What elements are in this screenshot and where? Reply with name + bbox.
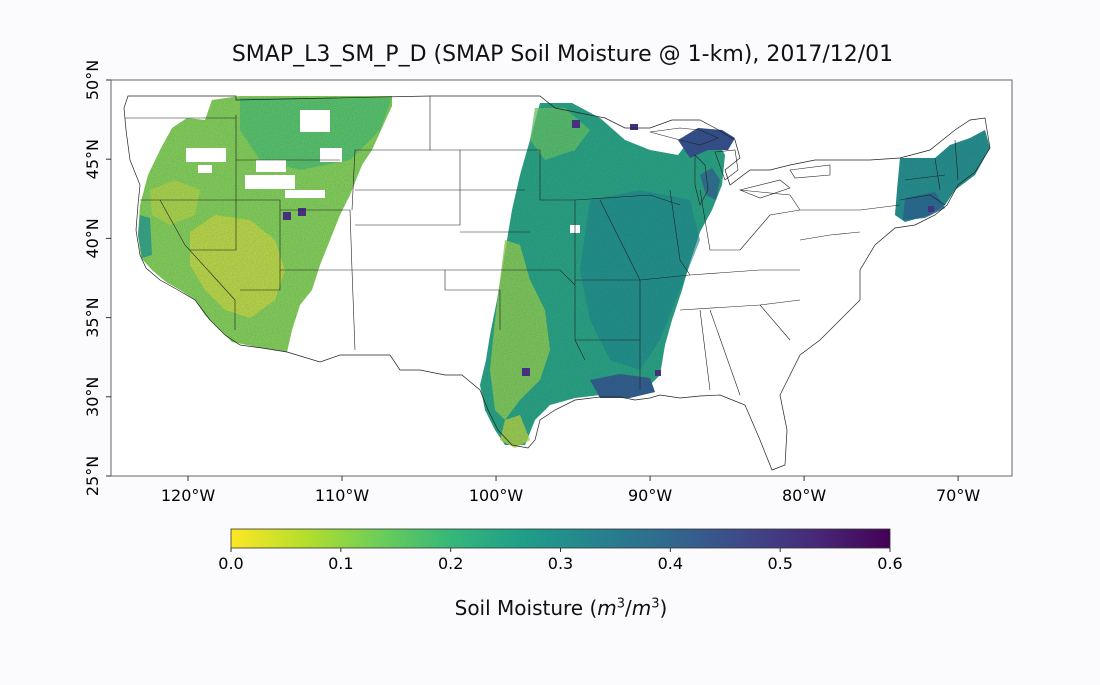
great-lakes: [649, 127, 831, 206]
x-tick-label: 90°W: [628, 486, 672, 505]
wet-patches: [283, 120, 934, 376]
unit-numerator: m: [597, 596, 617, 620]
y-tick-label: 25°N: [83, 456, 102, 496]
state-borders: [125, 96, 959, 396]
y-tick-label: 35°N: [83, 297, 102, 337]
colorbar-tick-label: 0.4: [658, 554, 683, 573]
central-dry-west: [490, 240, 550, 420]
x-tick-label: 120°W: [161, 486, 216, 505]
unit-exp-den: 3: [651, 596, 660, 612]
map-content: [123, 95, 991, 471]
x-tick-label: 100°W: [469, 486, 524, 505]
us-outline: [123, 95, 991, 471]
x-tick-label: 110°W: [315, 486, 370, 505]
colorbar-tick-label: 0.1: [328, 554, 353, 573]
colorbar-label: Soil Moisture (m3/m3): [454, 596, 668, 620]
western-mid-band: [150, 180, 200, 225]
great-lakes-margin: [678, 128, 735, 158]
map-title: SMAP_L3_SM_P_D (SMAP Soil Moisture @ 1-k…: [231, 42, 894, 67]
soil-moisture-layer: [138, 96, 990, 448]
western-dry-core: [190, 215, 285, 318]
western-wet-coast: [138, 215, 152, 258]
x-axis-ticks: 120°W 110°W 100°W 90°W 80°W 70°W: [161, 476, 980, 505]
colorbar-tick-label: 0.6: [877, 554, 902, 573]
gulf-coast-margin: [590, 374, 655, 398]
colorbar: [230, 528, 891, 549]
y-tick-label: 40°N: [83, 218, 102, 258]
x-tick-label: 80°W: [782, 486, 826, 505]
colorbar-tick-label: 0.5: [767, 554, 792, 573]
northeast-wet: [903, 192, 945, 220]
lake-michigan-edge: [700, 168, 720, 200]
unit-exp-num: 3: [616, 596, 626, 612]
colorbar-tick-label: 0.0: [218, 554, 243, 573]
y-tick-label: 30°N: [83, 377, 102, 417]
y-tick-label: 45°N: [83, 139, 102, 179]
colorbar-tick-label: 0.3: [548, 554, 573, 573]
colorbar-ticks: 0.0 0.1 0.2 0.3 0.4 0.5 0.6: [218, 548, 903, 573]
western-north-band: [240, 98, 392, 170]
unit-denominator: m: [631, 596, 652, 620]
x-tick-label: 70°W: [936, 486, 980, 505]
y-axis-ticks: 25°N 30°N 35°N 40°N 45°N 50°N: [83, 60, 111, 496]
y-tick-label: 50°N: [83, 60, 102, 100]
colorbar-label-text: Soil Moisture (: [454, 596, 598, 620]
colorbar-tick-label: 0.2: [438, 554, 463, 573]
